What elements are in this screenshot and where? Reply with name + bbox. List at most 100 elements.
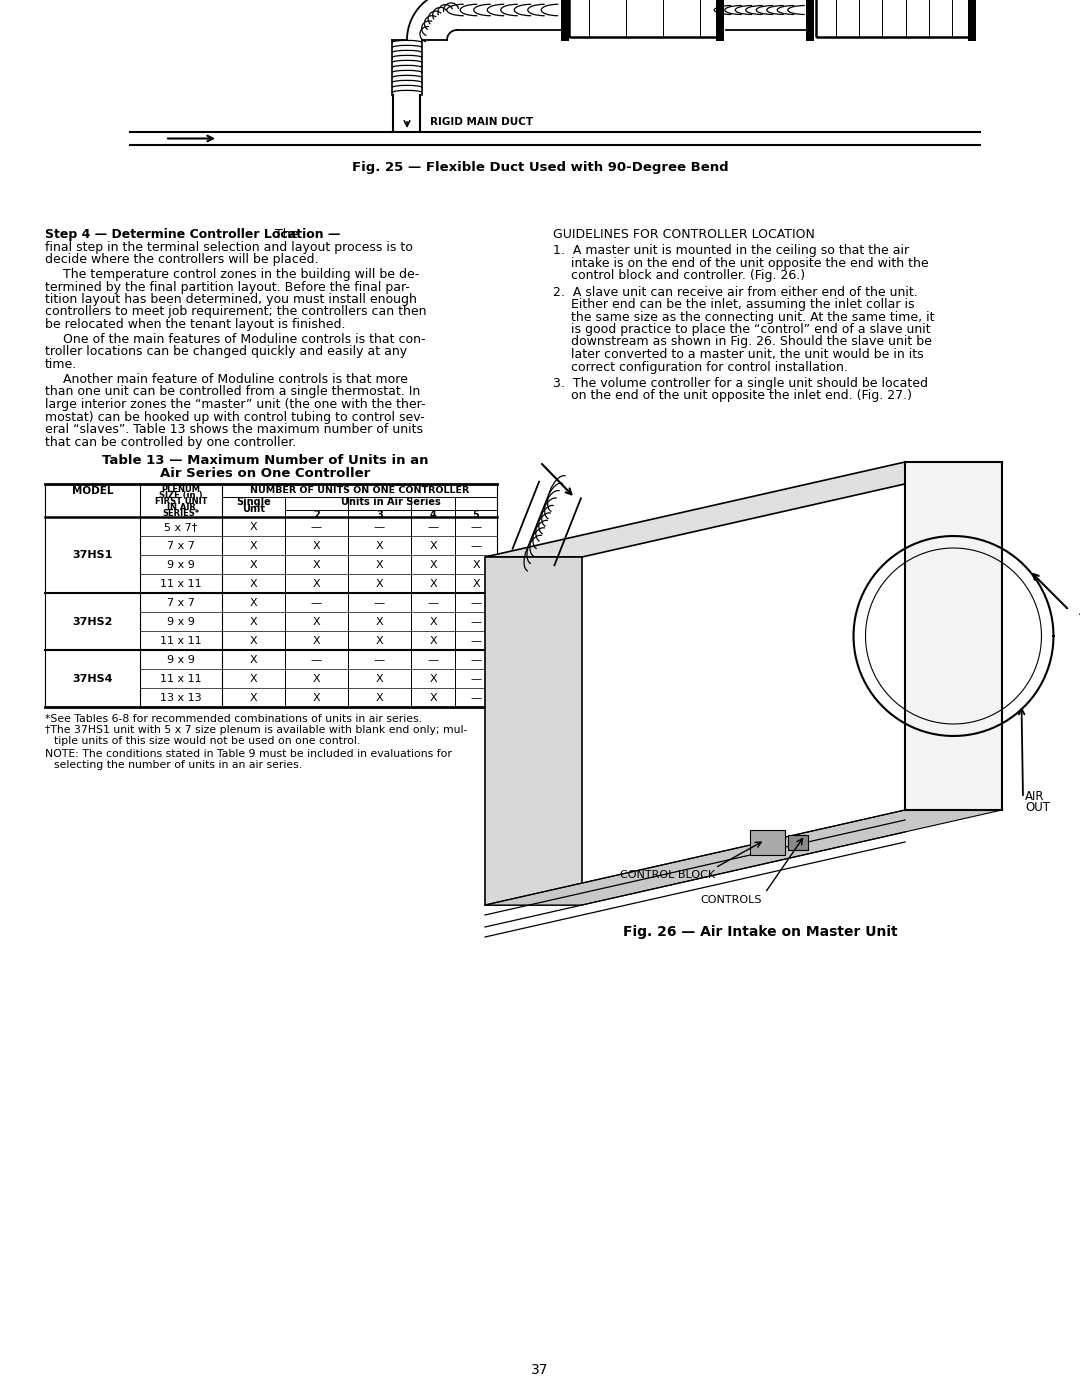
Text: NOTE: The conditions stated in Table 9 must be included in evaluations for: NOTE: The conditions stated in Table 9 m…: [45, 749, 451, 759]
Text: tition layout has been determined, you must install enough: tition layout has been determined, you m…: [45, 293, 417, 306]
Polygon shape: [485, 462, 1002, 557]
Text: 2: 2: [313, 510, 320, 520]
Text: 11 x 11: 11 x 11: [160, 578, 202, 588]
Text: RIGID MAIN DUCT: RIGID MAIN DUCT: [430, 117, 534, 127]
Text: X: X: [249, 616, 257, 627]
Text: large interior zones the “master” unit (the one with the ther-: large interior zones the “master” unit (…: [45, 398, 426, 411]
Text: X: X: [429, 560, 436, 570]
Text: 9 x 9: 9 x 9: [167, 616, 194, 627]
Text: Fig. 26 — Air Intake on Master Unit: Fig. 26 — Air Intake on Master Unit: [623, 925, 897, 939]
Text: X: X: [313, 541, 321, 550]
Text: troller locations can be changed quickly and easily at any: troller locations can be changed quickly…: [45, 345, 407, 359]
Text: X: X: [313, 578, 321, 588]
Text: 1.  A master unit is mounted in the ceiling so that the air: 1. A master unit is mounted in the ceili…: [553, 244, 909, 257]
Text: —: —: [311, 598, 322, 608]
Text: X: X: [313, 616, 321, 627]
Text: —: —: [471, 636, 482, 645]
Text: X: X: [376, 636, 383, 645]
Text: 13 x 13: 13 x 13: [160, 693, 202, 703]
Text: 2.  A slave unit can receive air from either end of the unit.: 2. A slave unit can receive air from eit…: [553, 285, 918, 299]
Text: X: X: [313, 693, 321, 703]
Text: —: —: [311, 521, 322, 532]
Text: Step 4 — Determine Controller Location —: Step 4 — Determine Controller Location —: [45, 228, 345, 242]
Text: FIRST UNIT: FIRST UNIT: [154, 497, 207, 506]
Text: than one unit can be controlled from a single thermostat. In: than one unit can be controlled from a s…: [45, 386, 420, 398]
Text: —: —: [374, 521, 386, 532]
Text: GUIDELINES FOR CONTROLLER LOCATION: GUIDELINES FOR CONTROLLER LOCATION: [553, 228, 815, 242]
Text: on the end of the unit opposite the inlet end. (Fig. 27.): on the end of the unit opposite the inle…: [571, 390, 912, 402]
Text: X: X: [313, 560, 321, 570]
Text: X: X: [249, 541, 257, 550]
Text: X: X: [313, 636, 321, 645]
Text: The temperature control zones in the building will be de-: The temperature control zones in the bui…: [63, 268, 419, 281]
Text: control block and controller. (Fig. 26.): control block and controller. (Fig. 26.): [571, 270, 805, 282]
Text: Fig. 25 — Flexible Duct Used with 90-Degree Bend: Fig. 25 — Flexible Duct Used with 90-Deg…: [352, 162, 728, 175]
Text: time.: time.: [45, 358, 78, 372]
Text: —: —: [374, 598, 386, 608]
Text: PLENUM: PLENUM: [162, 485, 201, 493]
Text: X: X: [472, 578, 480, 588]
Text: controllers to meet job requirement; the controllers can then: controllers to meet job requirement; the…: [45, 306, 427, 319]
Bar: [561, 0, 569, 41]
Bar: [806, 0, 814, 41]
Text: MODEL: MODEL: [71, 486, 113, 496]
Text: 3.  The volume controller for a single unit should be located: 3. The volume controller for a single un…: [553, 377, 928, 390]
Text: One of the main features of Moduline controls is that con-: One of the main features of Moduline con…: [63, 332, 426, 346]
Text: be relocated when the tenant layout is finished.: be relocated when the tenant layout is f…: [45, 319, 346, 331]
Text: X: X: [429, 578, 436, 588]
Text: 37HS2: 37HS2: [72, 616, 112, 627]
Bar: [968, 0, 976, 41]
Text: 4: 4: [430, 510, 436, 520]
Text: —: —: [428, 521, 438, 532]
Text: —: —: [428, 598, 438, 608]
Text: 3: 3: [376, 510, 383, 520]
Text: Unit: Unit: [242, 504, 265, 514]
Text: decide where the controllers will be placed.: decide where the controllers will be pla…: [45, 253, 319, 265]
Text: 11 x 11: 11 x 11: [160, 673, 202, 683]
Text: X: X: [249, 693, 257, 703]
Text: —: —: [471, 616, 482, 627]
Text: intake is on the end of the unit opposite the end with the: intake is on the end of the unit opposit…: [571, 257, 929, 270]
Text: X: X: [429, 693, 436, 703]
Text: —: —: [471, 598, 482, 608]
Text: X: X: [376, 560, 383, 570]
Text: —: —: [428, 655, 438, 665]
Bar: [716, 0, 724, 41]
Text: correct configuration for control installation.: correct configuration for control instal…: [571, 360, 848, 373]
Text: 37HS1: 37HS1: [72, 550, 112, 560]
Text: mostat) can be hooked up with control tubing to control sev-: mostat) can be hooked up with control tu…: [45, 411, 424, 423]
Text: X: X: [249, 578, 257, 588]
Text: Table 13 — Maximum Number of Units in an: Table 13 — Maximum Number of Units in an: [102, 454, 429, 467]
Text: CONTROLS: CONTROLS: [700, 895, 761, 905]
Text: Air Series on One Controller: Air Series on One Controller: [160, 467, 370, 481]
Text: AIR: AIR: [1025, 789, 1044, 803]
Text: †The 37HS1 unit with 5 x 7 size plenum is available with blank end only; mul-: †The 37HS1 unit with 5 x 7 size plenum i…: [45, 725, 468, 735]
Text: —: —: [471, 521, 482, 532]
Text: X: X: [429, 616, 436, 627]
Text: CONTROL BLOCK: CONTROL BLOCK: [620, 870, 715, 880]
Text: tiple units of this size would not be used on one control.: tiple units of this size would not be us…: [54, 736, 361, 746]
Text: X: X: [249, 560, 257, 570]
Text: X: X: [249, 673, 257, 683]
Text: is good practice to place the “control” end of a slave unit: is good practice to place the “control” …: [571, 323, 931, 337]
Text: —: —: [471, 541, 482, 550]
Text: eral “slaves”. Table 13 shows the maximum number of units: eral “slaves”. Table 13 shows the maximu…: [45, 423, 423, 436]
Text: the same size as the connecting unit. At the same time, it: the same size as the connecting unit. At…: [571, 310, 934, 324]
Text: 9 x 9: 9 x 9: [167, 560, 194, 570]
Text: Units in Air Series: Units in Air Series: [341, 497, 441, 507]
Text: that can be controlled by one controller.: that can be controlled by one controller…: [45, 436, 296, 448]
Text: SERIES*: SERIES*: [162, 509, 200, 518]
Text: —: —: [471, 673, 482, 683]
Text: later converted to a master unit, the unit would be in its: later converted to a master unit, the un…: [571, 348, 923, 360]
Text: 9 x 9: 9 x 9: [167, 655, 194, 665]
Text: SIZE (in.): SIZE (in.): [159, 490, 203, 500]
Text: Another main feature of Moduline controls is that more: Another main feature of Moduline control…: [63, 373, 408, 386]
Text: 11 x 11: 11 x 11: [160, 636, 202, 645]
Bar: [569, 0, 720, 36]
Text: X: X: [376, 693, 383, 703]
Text: X: X: [429, 541, 436, 550]
Text: —: —: [311, 655, 322, 665]
Text: OUT: OUT: [1025, 800, 1050, 814]
Text: X: X: [429, 673, 436, 683]
Polygon shape: [905, 462, 1002, 810]
